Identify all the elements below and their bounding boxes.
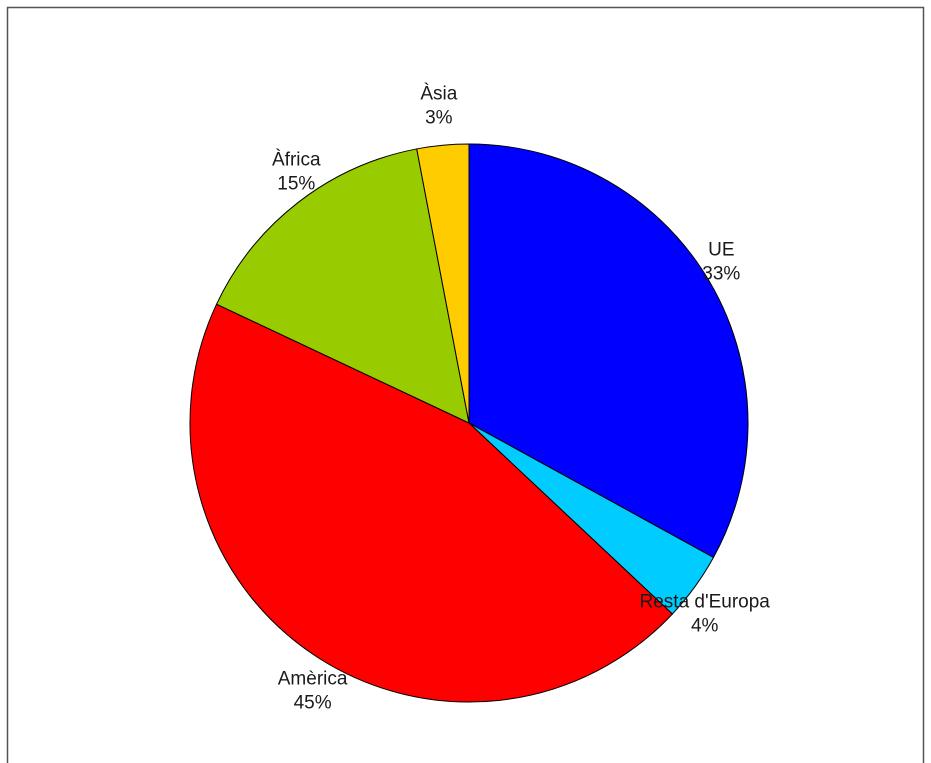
pie-slice-ue <box>468 143 749 559</box>
pie-value-ue: 33% <box>702 264 740 285</box>
pie-slice-africa <box>215 148 470 424</box>
pie-label-africa: Àfrica <box>272 149 321 170</box>
pie-slice-asia <box>416 143 470 424</box>
pie-value-america: 45% <box>294 693 332 714</box>
pie-label-ue: UE <box>708 240 734 261</box>
pie-value-asia: 3% <box>425 107 453 128</box>
pie-slice-america <box>189 303 674 703</box>
pie-value-africa: 15% <box>277 173 315 194</box>
pie-value-resta-d-europa: 4% <box>691 616 719 637</box>
pie-label-resta-d-europa: Resta d'Europa <box>640 592 771 613</box>
pie-labels: UE 33% Resta d'Europa 4% Amèrica 45% Àfrica 15%… <box>272 83 770 713</box>
pie-label-asia: Àsia <box>420 83 457 104</box>
pie-slices <box>189 143 749 703</box>
pie-label-america: Amèrica <box>278 669 348 690</box>
